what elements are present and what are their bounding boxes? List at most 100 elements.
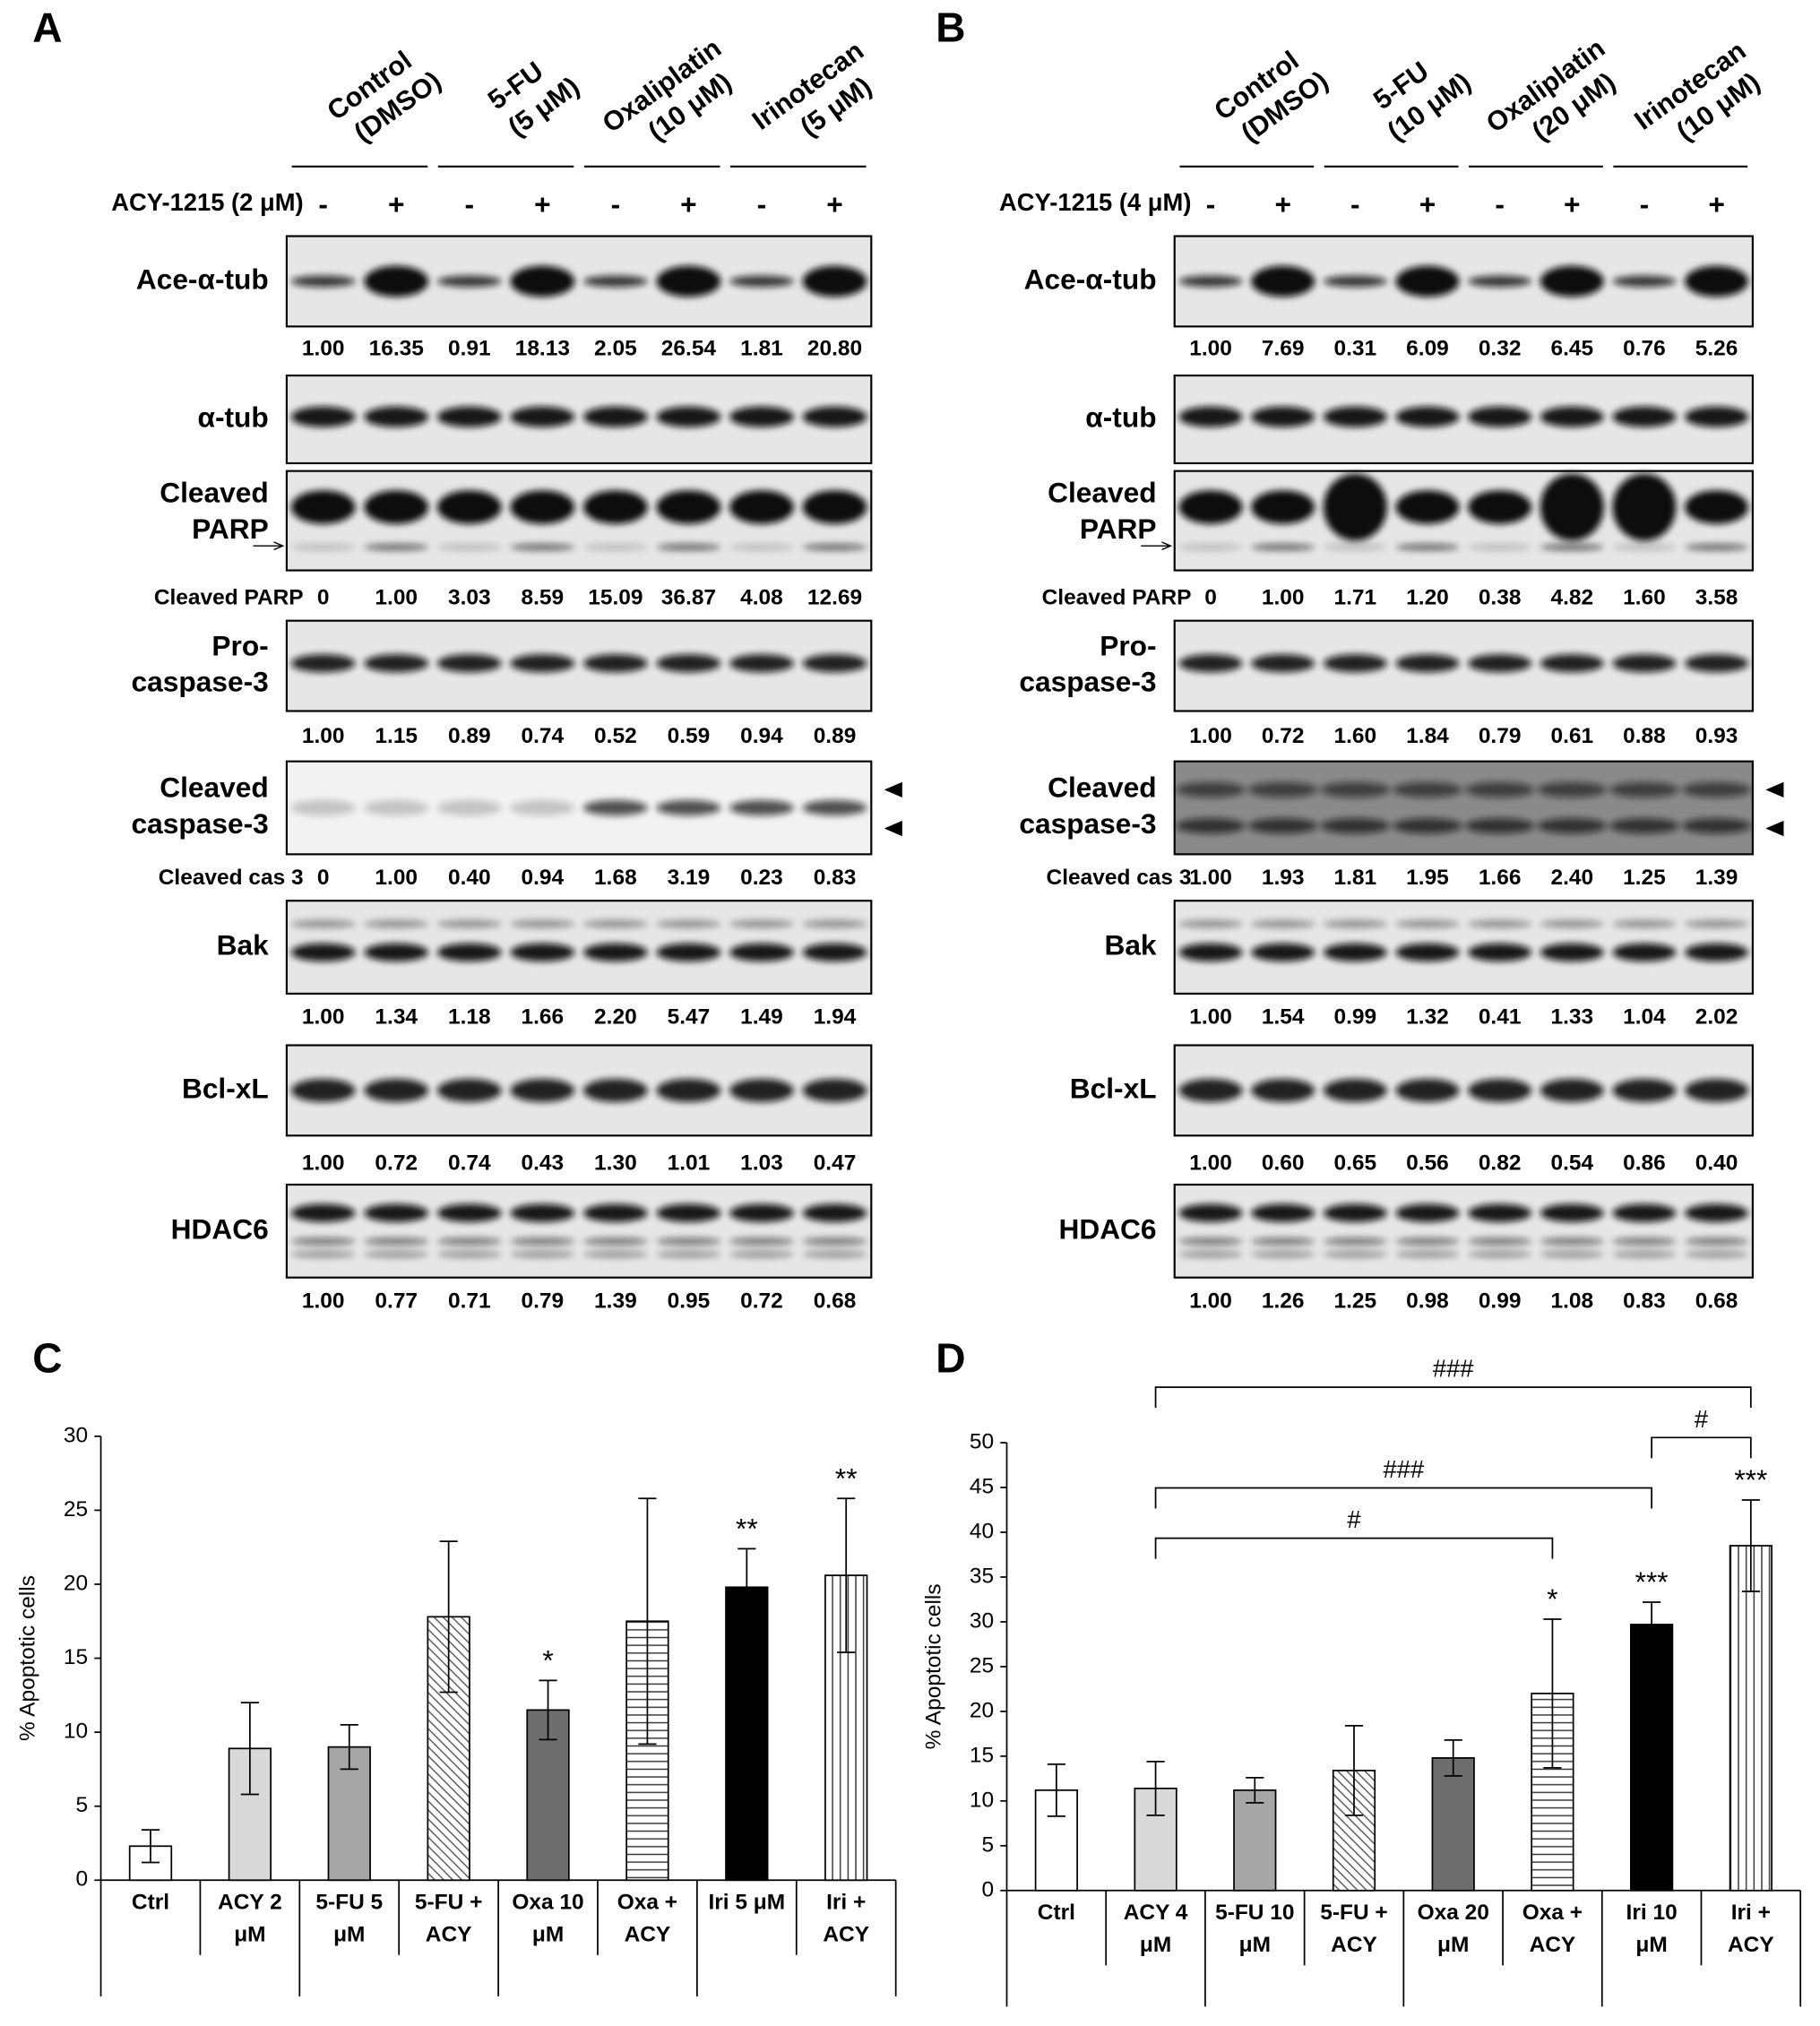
band [1395, 919, 1460, 928]
significance-label: ** [736, 1513, 758, 1545]
quant-value: 2.20 [594, 1005, 637, 1030]
treatment-label: ACY-1215 (4 μM) [999, 188, 1191, 216]
band [436, 943, 502, 961]
quant-value: 0.40 [1695, 1151, 1738, 1175]
band [656, 799, 721, 816]
error-bar [1246, 1776, 1264, 1804]
band [729, 1203, 794, 1222]
quant-value: 0.79 [1479, 724, 1522, 748]
band [729, 654, 794, 673]
quant-value: 0.72 [1262, 724, 1305, 748]
treatment-sign: + [826, 188, 843, 220]
band [583, 1078, 648, 1102]
band [729, 943, 794, 961]
significance-label: * [542, 1644, 553, 1677]
band [1395, 943, 1460, 961]
band [1540, 919, 1604, 928]
quant-value: 0.32 [1479, 337, 1522, 361]
y-tick-label: 40 [970, 1519, 994, 1543]
x-tick-label: 5-FU 10 [1215, 1901, 1294, 1925]
group-label: Irinotecan(10 μM) [1629, 36, 1765, 147]
band [290, 943, 356, 961]
comparison-bracket [1651, 1436, 1752, 1459]
quant-value: 0.76 [1623, 337, 1666, 361]
quant-value: 0.94 [522, 866, 565, 890]
band [583, 544, 648, 551]
significance-label: *** [1734, 1463, 1767, 1496]
quant-value: 1.08 [1550, 1289, 1593, 1314]
blot-box [285, 1183, 873, 1279]
band [729, 1078, 794, 1102]
comparison-bracket [1154, 1537, 1554, 1559]
band [364, 490, 429, 524]
quant-label: Cleaved cas 3 [159, 866, 304, 890]
quant-value: 1.60 [1334, 724, 1377, 748]
bar [1729, 1545, 1773, 1892]
y-tick-label: 45 [970, 1475, 994, 1499]
band [290, 490, 356, 524]
y-tick-label: 10 [970, 1788, 994, 1812]
band [583, 275, 648, 288]
y-tick-label: 25 [64, 1497, 88, 1522]
band [729, 1237, 794, 1246]
band [1540, 943, 1604, 961]
band [1685, 1251, 1749, 1258]
band [436, 919, 502, 928]
band [1178, 406, 1243, 427]
band [1612, 943, 1677, 961]
row-label: caspase-3 [132, 666, 269, 698]
error-bar [439, 1540, 458, 1694]
quant-value: 1.00 [302, 1005, 345, 1030]
x-tick-label: Iri 5 μM [708, 1891, 785, 1915]
band [510, 544, 575, 551]
group-label: Oxaliplatin(20 μM) [1481, 33, 1621, 147]
band [436, 406, 502, 427]
row-label: HDAC6 [171, 1212, 269, 1245]
band [1685, 919, 1749, 928]
band [656, 490, 721, 524]
band [729, 544, 794, 551]
quant-value: 4.08 [740, 586, 783, 610]
band [290, 1251, 356, 1258]
band [583, 1251, 648, 1258]
band [1540, 1078, 1604, 1102]
band [1247, 781, 1318, 797]
band [1323, 1251, 1387, 1258]
band [1323, 275, 1387, 288]
quant-value: 0.72 [375, 1151, 418, 1175]
group-label: Irinotecan(5 μM) [747, 36, 877, 142]
band [364, 406, 429, 427]
comparison-bracket [1154, 1386, 1752, 1409]
quant-value: 18.13 [515, 337, 570, 361]
row-label: α-tub [1085, 401, 1156, 433]
band [1395, 1203, 1460, 1222]
band [290, 1237, 356, 1246]
x-tick-label: Iri 10 [1626, 1901, 1678, 1925]
band [1537, 781, 1607, 797]
x-tick-label: Oxa + [1522, 1901, 1583, 1925]
x-tick-label: Ctrl [132, 1891, 169, 1915]
band [802, 1203, 867, 1222]
band [1178, 1203, 1243, 1222]
band [583, 1203, 648, 1222]
x-tick-label: ACY [1331, 1933, 1377, 1957]
quant-value: 1.00 [1189, 866, 1232, 890]
error-bar [539, 1679, 557, 1741]
band [436, 1237, 502, 1246]
quant-value: 1.81 [740, 337, 783, 361]
quant-value: 0.93 [1695, 724, 1738, 748]
band [290, 406, 356, 427]
band [1685, 265, 1749, 297]
band [364, 1251, 429, 1258]
band [729, 919, 794, 928]
band [1176, 781, 1246, 797]
band [802, 943, 867, 961]
quant-value: 0.88 [1623, 724, 1666, 748]
band [1395, 1237, 1460, 1246]
x-tick-label: μM [333, 1923, 365, 1947]
quant-value: 0.95 [668, 1289, 711, 1314]
quant-value: 26.54 [661, 337, 717, 361]
band [1395, 654, 1460, 673]
band [1540, 544, 1604, 551]
quant-value: 1.00 [302, 1289, 345, 1314]
